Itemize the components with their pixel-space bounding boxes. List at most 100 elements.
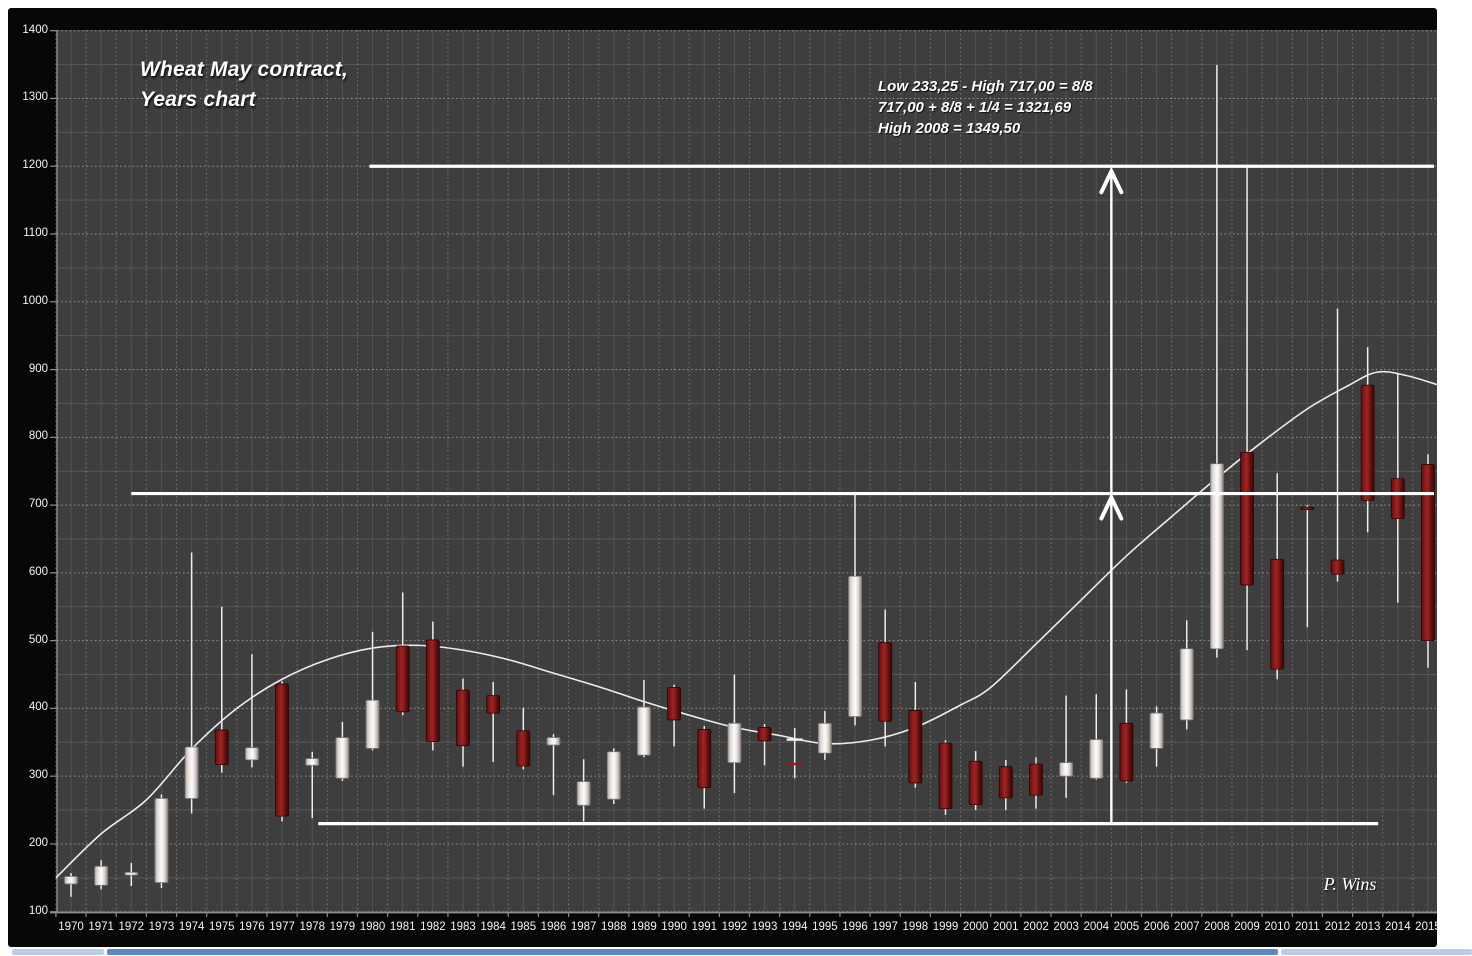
candle-2008 xyxy=(1209,64,1224,658)
x-axis-label-1986: 1986 xyxy=(540,921,567,933)
candle-body-2005 xyxy=(1119,722,1134,782)
candle-1988 xyxy=(606,748,621,804)
y-axis-label-700: 700 xyxy=(28,498,48,511)
candle-2001 xyxy=(998,759,1013,811)
candle-body-1983 xyxy=(456,689,470,747)
candle-body-1991 xyxy=(697,729,712,789)
candle-body-2002 xyxy=(1029,763,1043,796)
candle-1999 xyxy=(938,740,953,815)
candle-2015 xyxy=(1421,454,1435,668)
x-axis-label-1978: 1978 xyxy=(299,921,326,933)
x-axis-label-1994: 1994 xyxy=(781,921,808,933)
y-axis-label-1100: 1100 xyxy=(23,227,48,239)
x-axis-label-1998: 1998 xyxy=(902,921,929,933)
x-axis-label-2010: 2010 xyxy=(1264,921,1290,933)
candle-2005 xyxy=(1119,689,1134,783)
candle-body-1979 xyxy=(335,737,350,779)
y-axis-label-1300: 1300 xyxy=(22,91,48,104)
candle-body-2003 xyxy=(1059,762,1074,777)
x-axis-label-1981: 1981 xyxy=(389,921,416,933)
x-axis-label-2008: 2008 xyxy=(1204,921,1230,933)
x-axis-label-1983: 1983 xyxy=(450,921,476,933)
candle-body-1978 xyxy=(305,758,320,766)
candle-body-1984 xyxy=(486,695,501,714)
candle-1970 xyxy=(64,873,78,897)
candle-1983 xyxy=(456,678,470,767)
y-axis-label-300: 300 xyxy=(28,769,48,782)
chart-title-line2: Years chart xyxy=(140,88,256,111)
candle-body-2006 xyxy=(1149,712,1164,749)
candle-2004 xyxy=(1089,694,1104,780)
x-axis-label-1976: 1976 xyxy=(239,921,265,933)
x-axis-label-2004: 2004 xyxy=(1083,921,1110,933)
candle-body-1971 xyxy=(94,865,109,886)
candle-body-1974 xyxy=(184,746,199,799)
candle-1974 xyxy=(184,552,199,814)
candle-2012 xyxy=(1330,308,1345,582)
x-axis-label-2001: 2001 xyxy=(993,921,1019,933)
x-axis-label-1982: 1982 xyxy=(420,921,446,933)
x-axis-label-1997: 1997 xyxy=(872,921,898,933)
y-axis-label-600: 600 xyxy=(28,565,48,578)
candle-body-2009 xyxy=(1240,451,1254,586)
candle-2010 xyxy=(1270,473,1285,680)
x-axis-label-1977: 1977 xyxy=(269,921,295,933)
candle-body-1987 xyxy=(576,781,591,806)
candle-body-1977 xyxy=(275,683,289,817)
x-axis-label-1972: 1972 xyxy=(118,921,145,933)
candle-1982 xyxy=(425,621,440,751)
scrollbar-segment-mid[interactable] xyxy=(107,949,1278,955)
y-axis-label-400: 400 xyxy=(28,701,48,714)
candle-1973 xyxy=(154,794,169,888)
x-axis-label-1971: 1971 xyxy=(88,921,114,933)
candle-1972 xyxy=(124,862,139,886)
candle-1981 xyxy=(395,592,410,716)
x-axis-label-1992: 1992 xyxy=(721,921,748,933)
candle-body-1980 xyxy=(365,699,380,749)
candle-2011 xyxy=(1300,505,1315,628)
candle-1986 xyxy=(546,734,561,796)
annotation-line1: Low 233,25 - High 717,00 = 8/8 xyxy=(878,78,1093,95)
y-axis-label-200: 200 xyxy=(28,836,48,849)
x-axis-label-1989: 1989 xyxy=(631,921,657,933)
candle-2003 xyxy=(1059,695,1074,798)
candle-2002 xyxy=(1029,757,1043,809)
candle-1990 xyxy=(667,684,681,747)
x-axis-label-1987: 1987 xyxy=(570,921,597,933)
candle-2006 xyxy=(1149,706,1164,767)
x-axis-label-2006: 2006 xyxy=(1143,921,1170,933)
candle-2009 xyxy=(1240,166,1254,651)
y-axis-label-1200: 1200 xyxy=(22,159,48,172)
candle-1992 xyxy=(727,674,742,794)
annotation-line2: 717,00 + 8/8 + 1/4 = 1321,69 xyxy=(878,99,1072,116)
x-axis-label-1993: 1993 xyxy=(751,921,778,933)
fibonacci-annotation: Low 233,25 - High 717,00 = 8/8 717,00 + … xyxy=(878,76,1093,139)
axes xyxy=(50,30,1437,917)
y-axis-label-900: 900 xyxy=(28,362,48,375)
candle-body-2010 xyxy=(1270,558,1285,670)
candle-body-2015 xyxy=(1421,464,1435,642)
x-axis-label-2005: 2005 xyxy=(1113,921,1140,933)
scrollbar-segment-left[interactable] xyxy=(12,949,104,955)
window-edge-right xyxy=(1437,0,1472,956)
candle-1977 xyxy=(275,681,289,822)
scrollbar-segment-right[interactable] xyxy=(1281,949,1472,955)
window-edge-top xyxy=(0,0,1472,8)
y-axis-label-500: 500 xyxy=(28,633,48,646)
x-axis-label-1999: 1999 xyxy=(932,921,959,933)
candle-2014 xyxy=(1390,372,1405,603)
candle-1971 xyxy=(94,860,109,890)
candle-body-1981 xyxy=(395,645,410,713)
candle-body-1986 xyxy=(546,737,561,746)
candle-body-2004 xyxy=(1089,739,1104,779)
candle-body-2012 xyxy=(1330,559,1345,575)
candle-1997 xyxy=(878,609,893,747)
annotation-line3: High 2008 = 1349,50 xyxy=(878,120,1021,137)
x-axis-label-1991: 1991 xyxy=(691,921,718,933)
x-axis-label-1974: 1974 xyxy=(178,921,205,933)
x-axis-label-1970: 1970 xyxy=(58,921,84,933)
candle-body-1998 xyxy=(908,710,923,784)
candle-1998 xyxy=(908,681,923,788)
